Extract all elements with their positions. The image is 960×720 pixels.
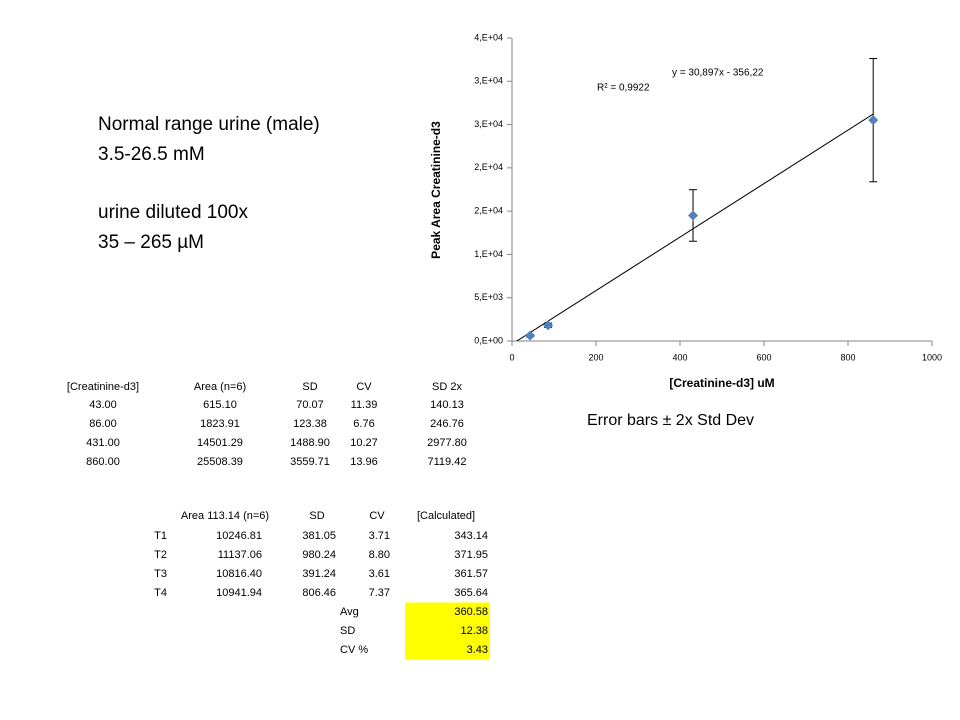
- point: [868, 115, 879, 126]
- table-cell: T4: [154, 587, 167, 599]
- table-cell: 343.14: [454, 530, 488, 542]
- x-tick-label: 0: [509, 352, 514, 362]
- table-cell: 10246.81: [216, 530, 262, 542]
- table-cell: 806.46: [302, 587, 336, 599]
- table-cell: 6.76: [353, 418, 374, 430]
- summary-value: 360.58: [454, 606, 488, 618]
- table-cell: 1488.90: [290, 437, 330, 449]
- table-header: SD: [302, 381, 317, 393]
- table-cell: 25508.39: [197, 456, 243, 468]
- table-header: CV: [369, 510, 385, 522]
- table-cell: 860.00: [86, 456, 120, 468]
- point: [688, 210, 699, 221]
- trend-equation: y = 30,897x - 356,22: [672, 68, 764, 79]
- summary-label: CV %: [340, 644, 368, 656]
- table-header: Area (n=6): [194, 381, 246, 393]
- x-axis-title: [Creatinine-d3] uM: [669, 376, 774, 390]
- table-cell: 7119.42: [428, 456, 467, 468]
- table-cell: 431.00: [86, 437, 120, 449]
- table-cell: 980.24: [302, 549, 336, 561]
- table-cell: 361.57: [454, 568, 488, 580]
- table-cell: 10816.40: [216, 568, 262, 580]
- table-header: CV: [356, 381, 372, 393]
- table-cell: 86.00: [89, 418, 117, 430]
- point: [543, 320, 554, 331]
- y-axis-title: Peak Area Creatinine-d3: [429, 121, 443, 259]
- y-tick-label: 2,E+04: [474, 162, 503, 172]
- table-cell: 391.24: [302, 568, 336, 580]
- table-header: [Creatinine-d3]: [67, 381, 139, 393]
- highlight: [405, 621, 490, 641]
- y-tick-label: 1,E+04: [474, 249, 503, 259]
- table-cell: T1: [154, 530, 167, 542]
- table-cell: 381.05: [302, 530, 336, 542]
- x-tick-label: 200: [588, 352, 603, 362]
- note: urine diluted 100x: [98, 202, 248, 223]
- point: [525, 330, 536, 341]
- table-cell: 11.39: [351, 399, 378, 411]
- note: Normal range urine (male): [98, 114, 320, 135]
- table-cell: 14501.29: [197, 437, 243, 449]
- table-cell: 11137.06: [218, 549, 262, 561]
- y-tick-label: 3,E+04: [474, 76, 503, 86]
- x-tick-label: 1000: [922, 352, 942, 362]
- x-tick-label: 600: [756, 352, 771, 362]
- highlight: [405, 602, 490, 622]
- y-tick-label: 0,E+00: [474, 335, 503, 345]
- table-cell: 246.76: [430, 418, 464, 430]
- table-header: Area 113.14 (n=6): [181, 510, 269, 522]
- table-cell: 123.38: [293, 418, 327, 430]
- table-cell: 7.37: [369, 587, 390, 599]
- table-cell: 3.71: [369, 530, 390, 542]
- table-cell: T3: [154, 568, 167, 580]
- y-tick-label: 5,E+03: [474, 292, 503, 302]
- table-cell: 2977.80: [427, 437, 467, 449]
- table-cell: 365.64: [454, 587, 488, 599]
- table-cell: 1823.91: [200, 418, 240, 430]
- y-tick-label: 4,E+04: [474, 32, 503, 42]
- table-cell: T2: [154, 549, 167, 561]
- table-cell: 8.80: [369, 549, 390, 561]
- table-cell: 70.07: [296, 399, 324, 411]
- table-cell: 140.13: [430, 399, 464, 411]
- note: 35 – 265 µM: [98, 232, 204, 253]
- table-cell: 371.95: [454, 549, 488, 561]
- table-header: SD 2x: [432, 381, 462, 393]
- table-cell: 615.10: [203, 399, 237, 411]
- summary-label: Avg: [340, 606, 359, 618]
- summary-value: 12.38: [460, 625, 488, 637]
- y-tick-label: 3,E+04: [474, 119, 503, 129]
- y-tick-label: 2,E+04: [474, 206, 503, 216]
- x-tick-label: 400: [672, 352, 687, 362]
- x-tick-label: 800: [840, 352, 855, 362]
- table-cell: 13.96: [350, 456, 378, 468]
- table-cell: 3.61: [369, 568, 390, 580]
- table-header: [Calculated]: [417, 510, 475, 522]
- highlight: [405, 640, 490, 660]
- trend-r2: R² = 0,9922: [597, 83, 650, 94]
- summary-value: 3.43: [467, 644, 488, 656]
- summary-label: SD: [340, 625, 355, 637]
- table-cell: 10941.94: [216, 587, 262, 599]
- table-header: SD: [309, 510, 324, 522]
- caption: Error bars ± 2x Std Dev: [587, 412, 754, 429]
- table-cell: 10.27: [350, 437, 378, 449]
- table-cell: 43.00: [89, 399, 117, 411]
- table-cell: 3559.71: [290, 456, 330, 468]
- note: 3.5-26.5 mM: [98, 144, 205, 165]
